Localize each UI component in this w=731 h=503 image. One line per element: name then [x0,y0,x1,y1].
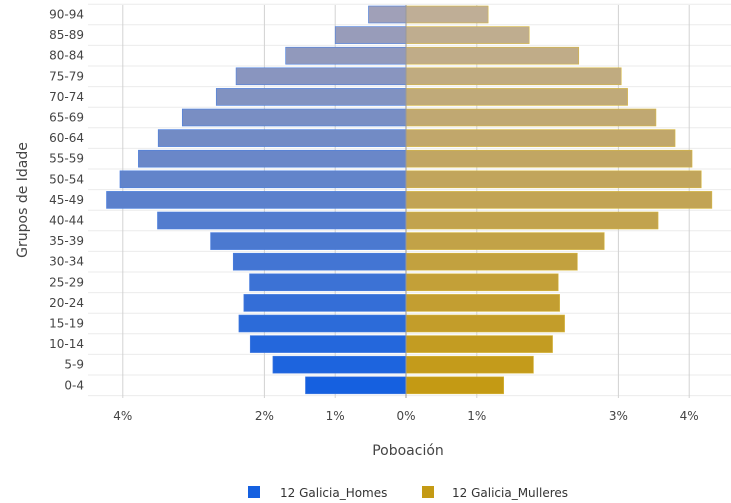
y-tick-label: 90-94 [49,8,84,22]
bar-mulleres-40-44[interactable] [405,211,659,230]
bar-homes-90-94[interactable] [368,5,407,24]
bar-homes-25-29[interactable] [249,273,407,292]
y-tick-label: 35-39 [49,234,84,248]
bar-homes-60-64[interactable] [157,129,407,147]
bar-mulleres-60-64[interactable] [405,129,676,147]
bar-homes-45-49[interactable] [106,191,407,209]
legend-label-mulleres: 12 Galicia_Mulleres [452,486,568,500]
y-tick-label: 80-84 [49,49,84,63]
bar-mulleres-55-59[interactable] [405,149,693,168]
bar-homes-30-34[interactable] [232,252,407,271]
legend: 12 Galicia_Homes 12 Galicia_Mulleres [248,486,568,500]
bar-homes-55-59[interactable] [138,149,407,168]
bar-homes-20-24[interactable] [243,294,407,312]
x-tick-label: 0% [396,409,415,423]
bar-mulleres-30-34[interactable] [405,252,578,271]
y-tick-labels: 90-94 85-89 80-84 75-79 70-74 65-69 60-64 55-59… [49,8,84,393]
y-tick-label: 85-89 [49,28,84,42]
x-tick-label: 4% [680,409,699,423]
y-tick-label: 60-64 [49,131,84,145]
bar-homes-35-39[interactable] [210,232,407,250]
bar-homes-10-14[interactable] [249,335,407,353]
bar-homes-75-79[interactable] [235,67,407,86]
bar-mulleres-10-14[interactable] [405,335,553,353]
y-tick-label: 55-59 [49,152,84,166]
bar-mulleres-20-24[interactable] [405,294,560,312]
y-tick-label: 10-14 [49,337,84,351]
bar-mulleres-75-79[interactable] [405,67,622,86]
bar-mulleres-5-9[interactable] [405,355,534,374]
bar-mulleres-15-19[interactable] [405,314,565,333]
bar-mulleres-70-74[interactable] [405,88,628,106]
legend-item-homes[interactable]: 12 Galicia_Homes [248,486,387,500]
bar-homes-65-69[interactable] [181,108,407,127]
bars-group [106,5,713,395]
bar-homes-50-54[interactable] [119,170,407,189]
y-tick-label: 75-79 [49,69,84,83]
y-tick-label: 30-34 [49,255,84,269]
y-tick-label: 5-9 [64,358,84,372]
bar-mulleres-35-39[interactable] [405,232,605,250]
bar-homes-40-44[interactable] [157,211,407,230]
bar-mulleres-45-49[interactable] [405,191,713,209]
x-tick-label: 3% [609,409,628,423]
bar-homes-15-19[interactable] [238,314,407,333]
y-tick-label: 40-44 [49,214,84,228]
y-tick-label: 25-29 [49,275,84,289]
bar-homes-85-89[interactable] [334,26,407,44]
bar-homes-80-84[interactable] [285,46,407,65]
bar-mulleres-65-69[interactable] [405,108,657,127]
bar-mulleres-85-89[interactable] [405,26,530,44]
y-tick-label: 20-24 [49,296,84,310]
y-tick-label: 45-49 [49,193,84,207]
x-tick-label: 1% [326,409,345,423]
legend-swatch-homes [248,486,260,498]
bar-mulleres-25-29[interactable] [405,273,559,292]
legend-label-homes: 12 Galicia_Homes [280,486,387,500]
y-tick-label: 65-69 [49,111,84,125]
bar-homes-5-9[interactable] [272,355,407,374]
legend-item-mulleres[interactable]: 12 Galicia_Mulleres [422,486,568,500]
x-tick-label: 2% [255,409,274,423]
bar-mulleres-90-94[interactable] [405,5,489,24]
y-tick-label: 15-19 [49,317,84,331]
x-tick-label: 4% [113,409,132,423]
y-axis-title: Grupos de Idade [15,142,31,258]
legend-swatch-mulleres [422,486,434,498]
y-tick-label: 0-4 [64,378,84,392]
y-tick-label: 50-54 [49,172,84,186]
bar-homes-70-74[interactable] [215,88,407,106]
x-tick-label: 1% [467,409,486,423]
bar-homes-0-4[interactable] [305,376,407,395]
x-axis-title: Poboación [372,443,444,459]
bar-mulleres-80-84[interactable] [405,46,580,65]
bar-mulleres-0-4[interactable] [405,376,505,395]
x-tick-labels: 4% 2% 1% 0% 1% 3% 4% [113,409,698,423]
bar-mulleres-50-54[interactable] [405,170,702,189]
y-tick-label: 70-74 [49,90,84,104]
